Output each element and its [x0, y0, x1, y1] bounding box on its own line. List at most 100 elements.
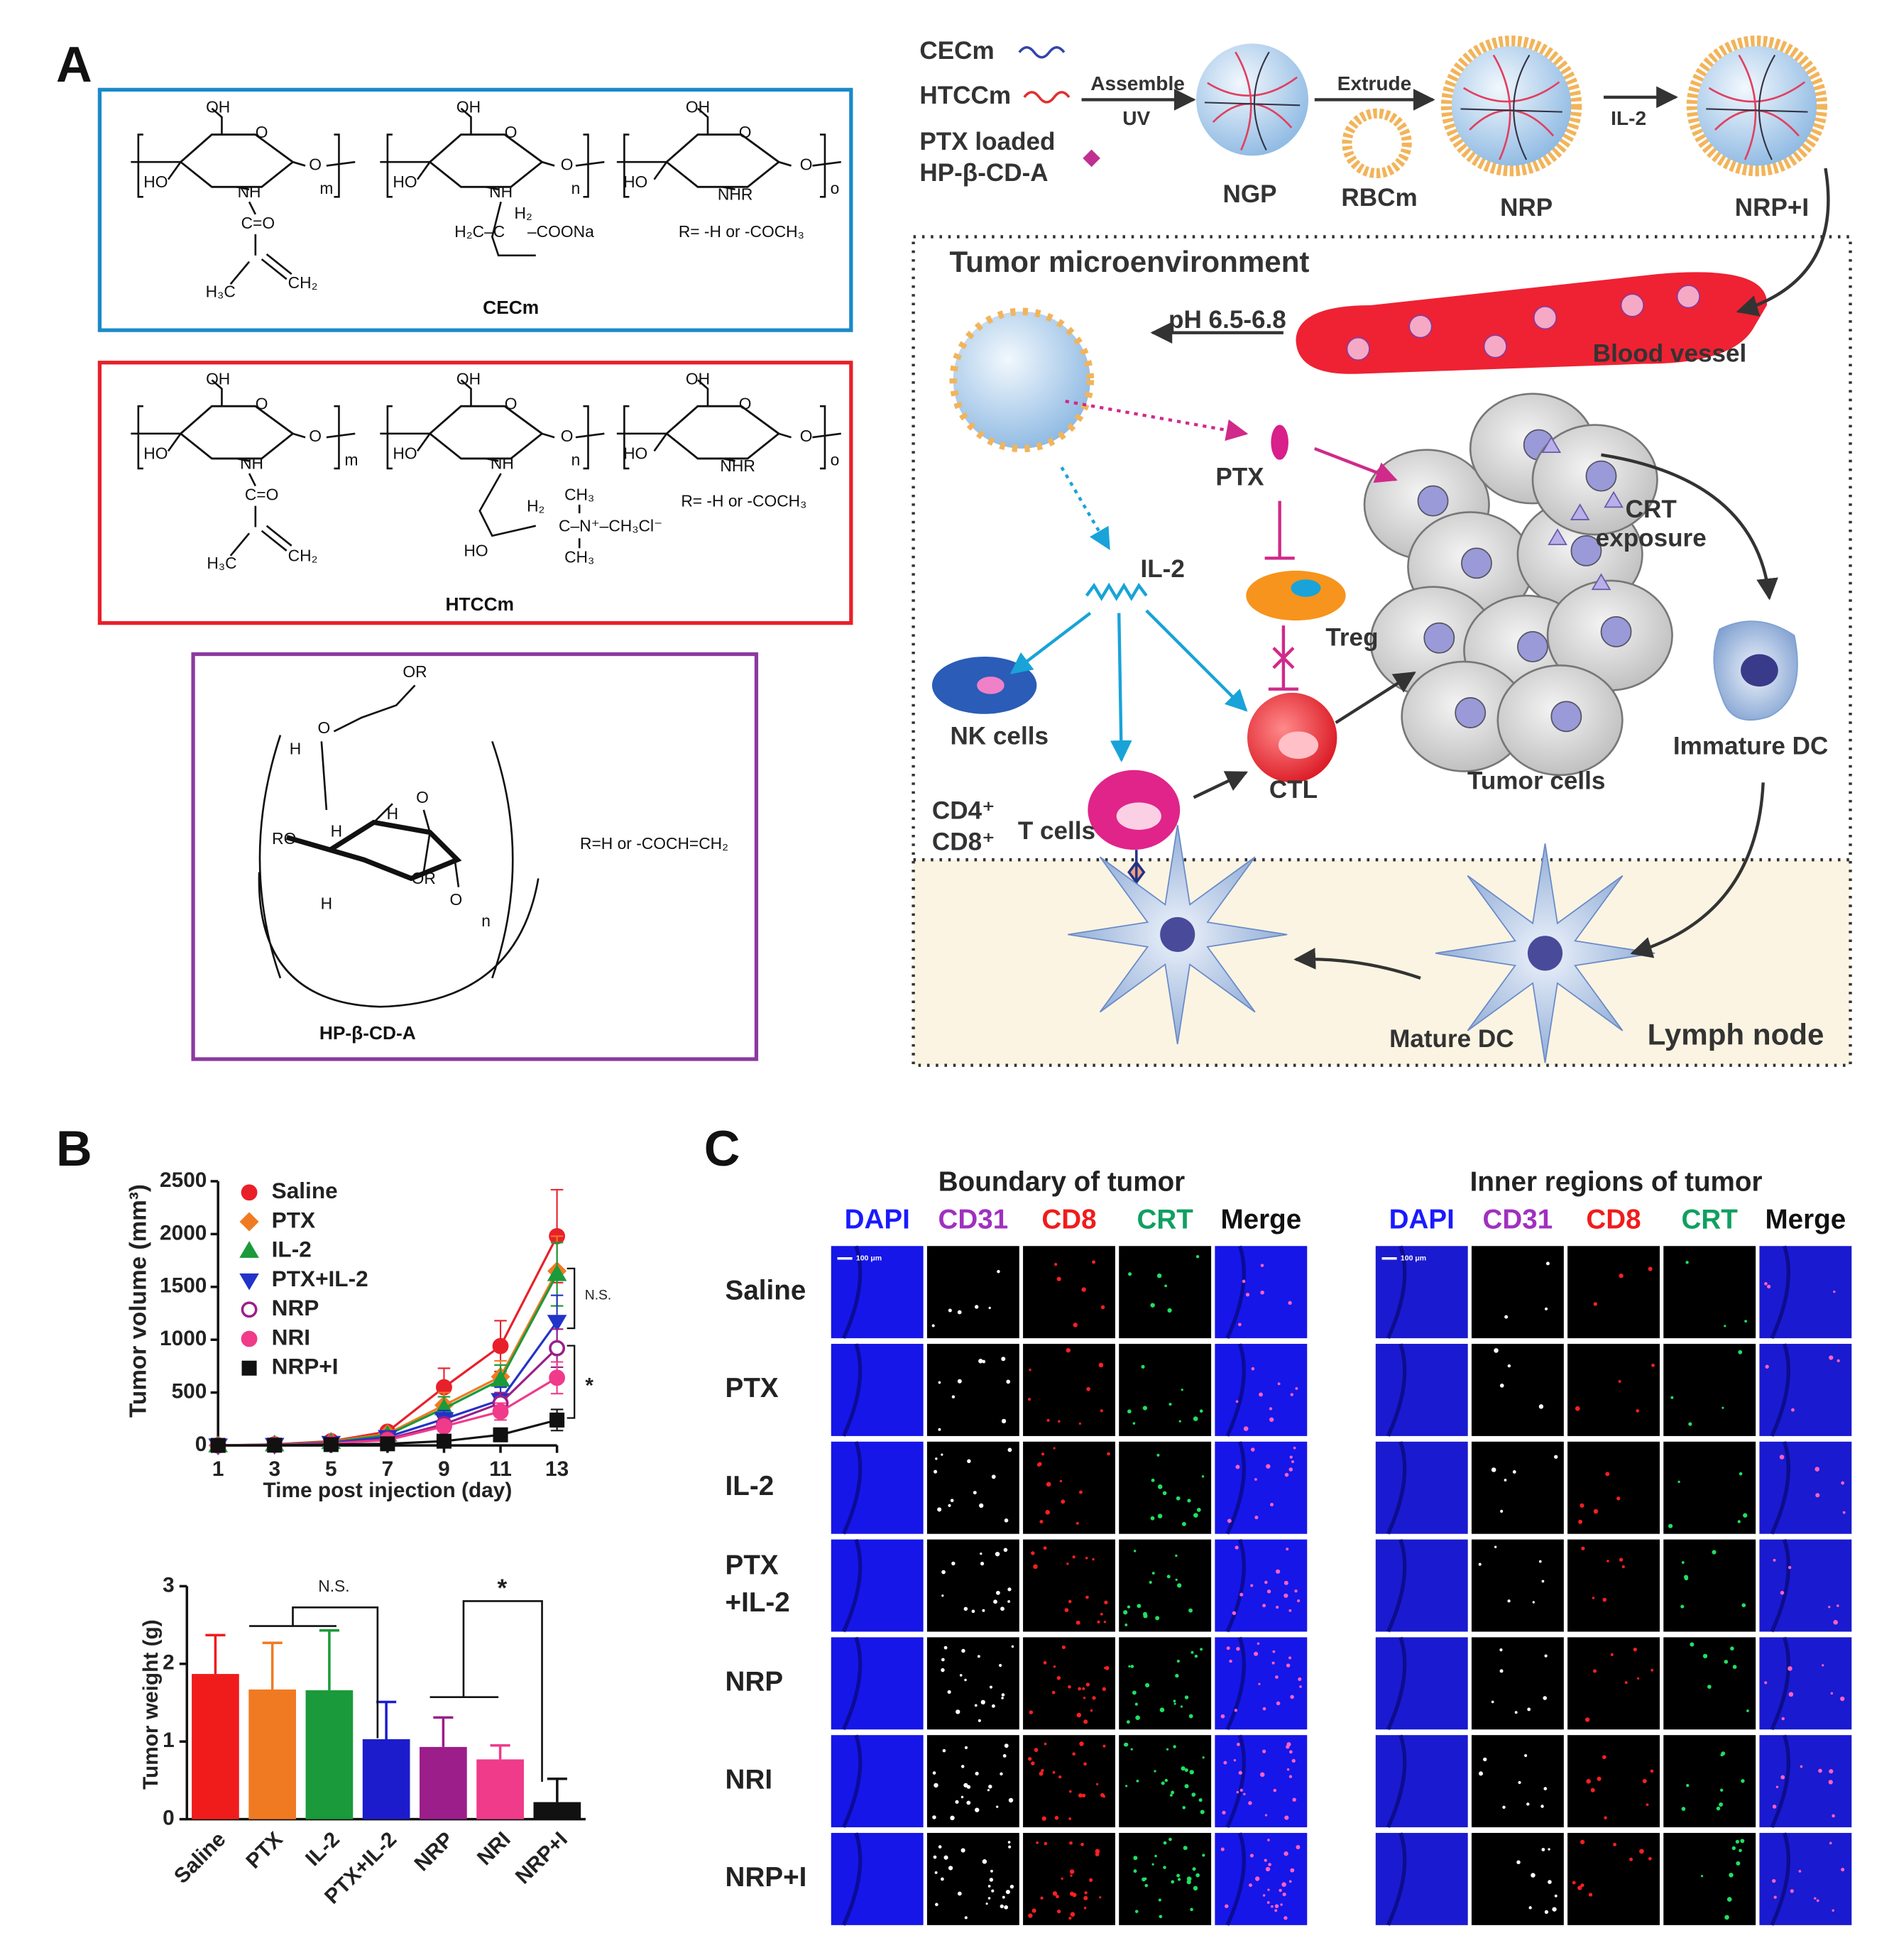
signal: [1250, 1584, 1254, 1587]
signal: [1499, 1669, 1504, 1673]
signal: [1260, 1264, 1264, 1267]
signal: [1602, 1755, 1606, 1760]
signal: [1188, 1714, 1193, 1719]
signal: [1041, 1768, 1044, 1773]
chem-label: H₃C: [207, 554, 236, 572]
signal: [1685, 1261, 1689, 1264]
tissue-texture: [1770, 1343, 1791, 1438]
error-bar: [547, 1778, 567, 1802]
signal: [975, 1807, 980, 1812]
signal: [1646, 1803, 1649, 1807]
signal: [1836, 1359, 1840, 1362]
chem-label: o: [831, 450, 840, 469]
signal: [1190, 1650, 1194, 1654]
signal: [1491, 1700, 1494, 1704]
signal: [1737, 1520, 1741, 1523]
htccm-glyph: [1023, 91, 1071, 104]
signal: [1526, 1802, 1530, 1806]
signal: [1581, 1546, 1585, 1550]
tissue-texture: [841, 1440, 863, 1535]
signal: [1494, 1545, 1497, 1548]
signal: [1052, 1891, 1058, 1896]
signal: [1162, 1491, 1167, 1496]
chem-label: C=O: [241, 214, 275, 232]
marker: [239, 1273, 259, 1291]
signal: [1514, 1711, 1518, 1714]
signal: [938, 1428, 941, 1431]
micrograph: [1567, 1246, 1660, 1339]
chem-label: OH: [686, 369, 710, 388]
signal: [1183, 1846, 1188, 1851]
signal: [1056, 1895, 1059, 1899]
chem-label: H₃C: [206, 283, 236, 301]
signal: [1239, 1788, 1243, 1792]
signal: [1134, 1702, 1138, 1706]
signal: [1788, 1692, 1794, 1697]
micrograph: [1023, 1344, 1115, 1436]
signal: [1283, 1916, 1288, 1920]
diagram-label: Blood vessel: [1593, 340, 1747, 368]
signal: [1286, 1548, 1289, 1551]
signal: [1724, 1660, 1729, 1664]
signal: [1236, 1646, 1240, 1651]
bar: [420, 1746, 467, 1819]
signal: [1130, 1665, 1134, 1668]
signal: [1064, 1608, 1069, 1613]
signal: [978, 1359, 983, 1364]
signal: [1290, 1868, 1295, 1873]
signal: [1034, 1748, 1039, 1752]
chem-label: HTCCm: [446, 593, 514, 615]
signal: [1104, 1600, 1108, 1604]
signal: [1290, 1393, 1293, 1396]
signal: [1031, 1761, 1035, 1765]
signal: [1182, 1806, 1186, 1810]
bar: [362, 1739, 410, 1819]
diagram-label: Treg: [1325, 624, 1378, 652]
micrograph: [831, 1637, 924, 1730]
micrograph: [1375, 1246, 1468, 1339]
signal: [1265, 1866, 1271, 1872]
signal: [963, 1606, 968, 1611]
signal: [1201, 1475, 1205, 1478]
signal: [964, 1746, 968, 1749]
signal: [1151, 1478, 1155, 1482]
signal: [1076, 1712, 1082, 1718]
signal: [1085, 1682, 1090, 1687]
signal: [1053, 1665, 1056, 1668]
signal: [1068, 1817, 1071, 1820]
signal: [1639, 1849, 1644, 1854]
signal: [1175, 1554, 1178, 1557]
signal: [1085, 1556, 1088, 1560]
signal: [947, 1690, 951, 1695]
signal: [1528, 1906, 1532, 1910]
chem-label: NHR: [720, 456, 755, 475]
sugar-ring: [664, 405, 781, 460]
signal: [997, 1269, 1000, 1274]
signal: [935, 1457, 938, 1460]
signal: [1175, 1578, 1178, 1582]
y-tick-label: 2: [163, 1651, 175, 1675]
marker: [267, 1438, 283, 1453]
chem-label: H₂: [515, 204, 532, 222]
signal: [1491, 1467, 1496, 1472]
signal: [1002, 1895, 1005, 1899]
micrograph: [831, 1441, 924, 1534]
signal: [1046, 1418, 1050, 1422]
signal: [1740, 1839, 1745, 1844]
diagram-label: IL-2: [1140, 555, 1184, 583]
y-tick-label: 1: [163, 1729, 175, 1752]
signal: [1149, 1580, 1152, 1584]
signal: [1103, 1620, 1107, 1624]
signal: [1772, 1878, 1776, 1883]
chem-label: O: [800, 427, 813, 445]
y-tick-label: 500: [172, 1380, 207, 1403]
signal: [1009, 1884, 1014, 1889]
signal: [1299, 1685, 1302, 1688]
signal: [1267, 1839, 1270, 1841]
signal: [1291, 1758, 1296, 1763]
bond: [616, 107, 841, 191]
signal: [1169, 1793, 1173, 1797]
signal: [941, 1877, 944, 1881]
signal: [980, 1562, 985, 1566]
signal: [1262, 1894, 1266, 1897]
